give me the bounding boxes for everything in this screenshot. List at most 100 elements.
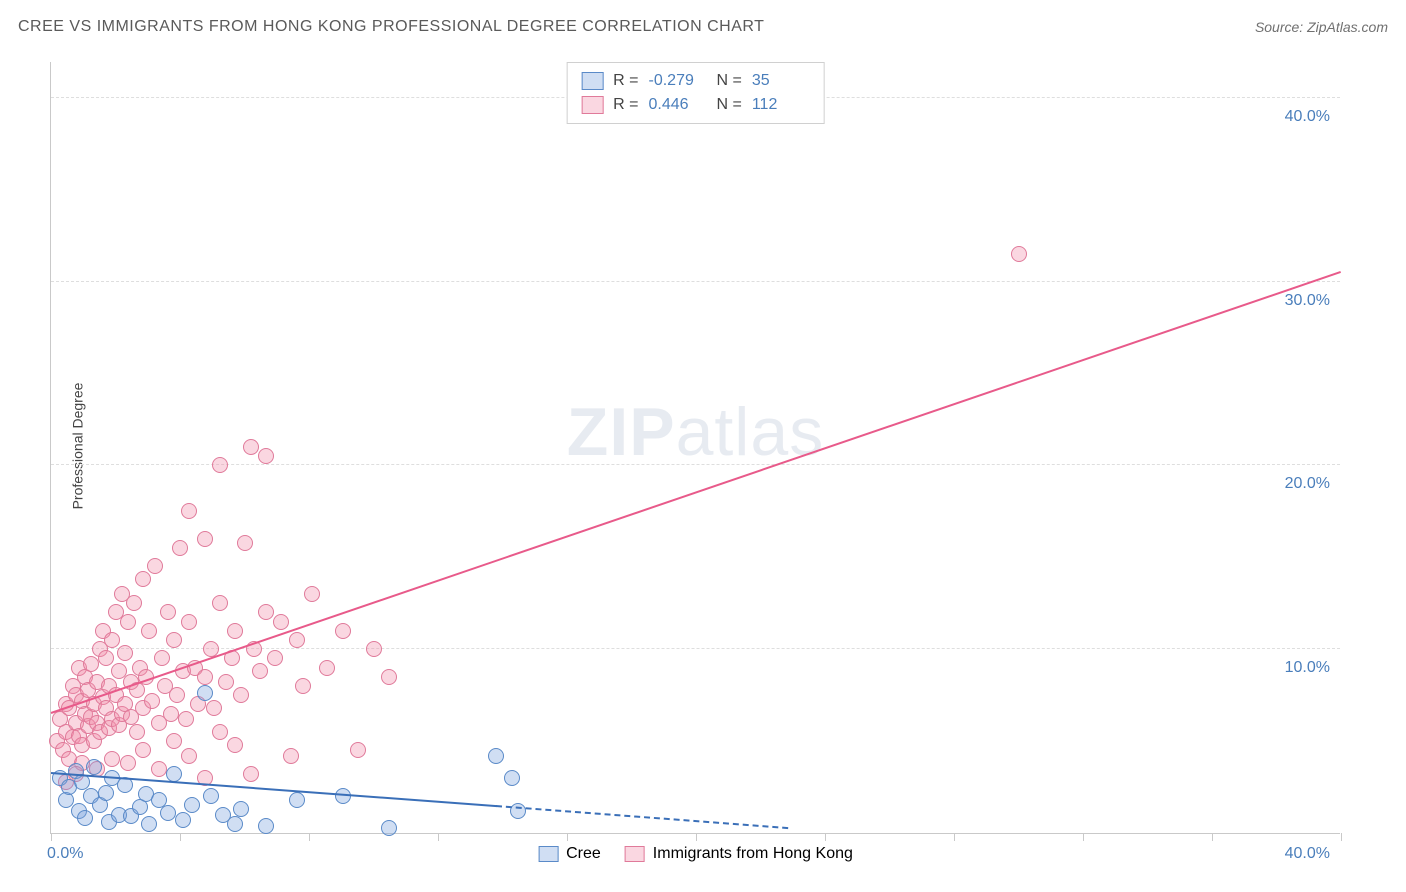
- data-point: [104, 751, 120, 767]
- data-point: [243, 766, 259, 782]
- legend-stats: R = -0.279 N = 35 R = 0.446 N = 112: [566, 62, 825, 124]
- data-point: [258, 604, 274, 620]
- legend-item-hk: Immigrants from Hong Kong: [625, 845, 853, 863]
- legend-series: Cree Immigrants from Hong Kong: [538, 845, 853, 863]
- trend-line: [51, 270, 1342, 713]
- data-point: [227, 816, 243, 832]
- r-value-2: 0.446: [649, 93, 707, 117]
- data-point: [141, 623, 157, 639]
- xtick: [1083, 833, 1084, 841]
- xtick: [309, 833, 310, 841]
- legend-swatch-2: [581, 96, 603, 114]
- data-point: [227, 737, 243, 753]
- data-point: [335, 623, 351, 639]
- data-point: [335, 788, 351, 804]
- data-point: [120, 614, 136, 630]
- ytick-label: 40.0%: [1285, 108, 1330, 126]
- data-point: [319, 660, 335, 676]
- data-point: [135, 742, 151, 758]
- data-point: [166, 733, 182, 749]
- data-point: [289, 632, 305, 648]
- data-point: [117, 645, 133, 661]
- data-point: [83, 656, 99, 672]
- xtick: [825, 833, 826, 841]
- gridline: [51, 648, 1340, 649]
- r-value-1: -0.279: [649, 69, 707, 93]
- data-point: [178, 711, 194, 727]
- gridline: [51, 464, 1340, 465]
- data-point: [163, 706, 179, 722]
- legend-label-hk: Immigrants from Hong Kong: [653, 845, 853, 863]
- data-point: [212, 457, 228, 473]
- data-point: [366, 641, 382, 657]
- data-point: [169, 687, 185, 703]
- data-point: [197, 669, 213, 685]
- data-point: [120, 755, 136, 771]
- data-point: [258, 818, 274, 834]
- data-point: [273, 614, 289, 630]
- data-point: [135, 571, 151, 587]
- xtick: [1341, 833, 1342, 841]
- legend-label-cree: Cree: [566, 845, 601, 863]
- data-point: [86, 759, 102, 775]
- data-point: [184, 797, 200, 813]
- legend-swatch-cree: [538, 846, 558, 862]
- data-point: [1011, 246, 1027, 262]
- data-point: [258, 448, 274, 464]
- data-point: [227, 623, 243, 639]
- xtick: [1212, 833, 1213, 841]
- data-point: [77, 810, 93, 826]
- plot-area: ZIPatlas R = -0.279 N = 35 R = 0.446 N =…: [50, 62, 1340, 834]
- data-point: [206, 700, 222, 716]
- data-point: [283, 748, 299, 764]
- data-point: [212, 724, 228, 740]
- xtick: [567, 833, 568, 841]
- legend-row-1: R = -0.279 N = 35: [581, 69, 810, 93]
- data-point: [166, 632, 182, 648]
- data-point: [175, 812, 191, 828]
- data-point: [147, 558, 163, 574]
- chart-title: CREE VS IMMIGRANTS FROM HONG KONG PROFES…: [18, 18, 764, 36]
- watermark: ZIPatlas: [567, 393, 824, 471]
- xtick: [180, 833, 181, 841]
- legend-item-cree: Cree: [538, 845, 601, 863]
- data-point: [154, 650, 170, 666]
- data-point: [237, 535, 253, 551]
- ytick-label: 30.0%: [1285, 292, 1330, 310]
- data-point: [141, 816, 157, 832]
- data-point: [267, 650, 283, 666]
- xtick: [954, 833, 955, 841]
- data-point: [243, 439, 259, 455]
- data-point: [104, 632, 120, 648]
- data-point: [126, 595, 142, 611]
- data-point: [151, 761, 167, 777]
- legend-swatch-hk: [625, 846, 645, 862]
- data-point: [289, 792, 305, 808]
- gridline: [51, 281, 1340, 282]
- data-point: [203, 788, 219, 804]
- data-point: [160, 805, 176, 821]
- data-point: [304, 586, 320, 602]
- legend-row-2: R = 0.446 N = 112: [581, 93, 810, 117]
- xtick: [696, 833, 697, 841]
- chart-header: CREE VS IMMIGRANTS FROM HONG KONG PROFES…: [18, 18, 1388, 36]
- data-point: [504, 770, 520, 786]
- chart-source: Source: ZipAtlas.com: [1255, 19, 1388, 35]
- trend-line: [496, 805, 788, 829]
- xaxis-start: 0.0%: [47, 845, 83, 863]
- ytick-label: 10.0%: [1285, 659, 1330, 677]
- data-point: [381, 820, 397, 836]
- xaxis-end: 40.0%: [1285, 845, 1330, 863]
- data-point: [488, 748, 504, 764]
- legend-swatch-1: [581, 72, 603, 90]
- n-value-1: 35: [752, 69, 810, 93]
- ytick-label: 20.0%: [1285, 475, 1330, 493]
- data-point: [197, 685, 213, 701]
- data-point: [212, 595, 228, 611]
- data-point: [181, 748, 197, 764]
- data-point: [181, 503, 197, 519]
- data-point: [233, 801, 249, 817]
- xtick: [51, 833, 52, 841]
- data-point: [181, 614, 197, 630]
- data-point: [295, 678, 311, 694]
